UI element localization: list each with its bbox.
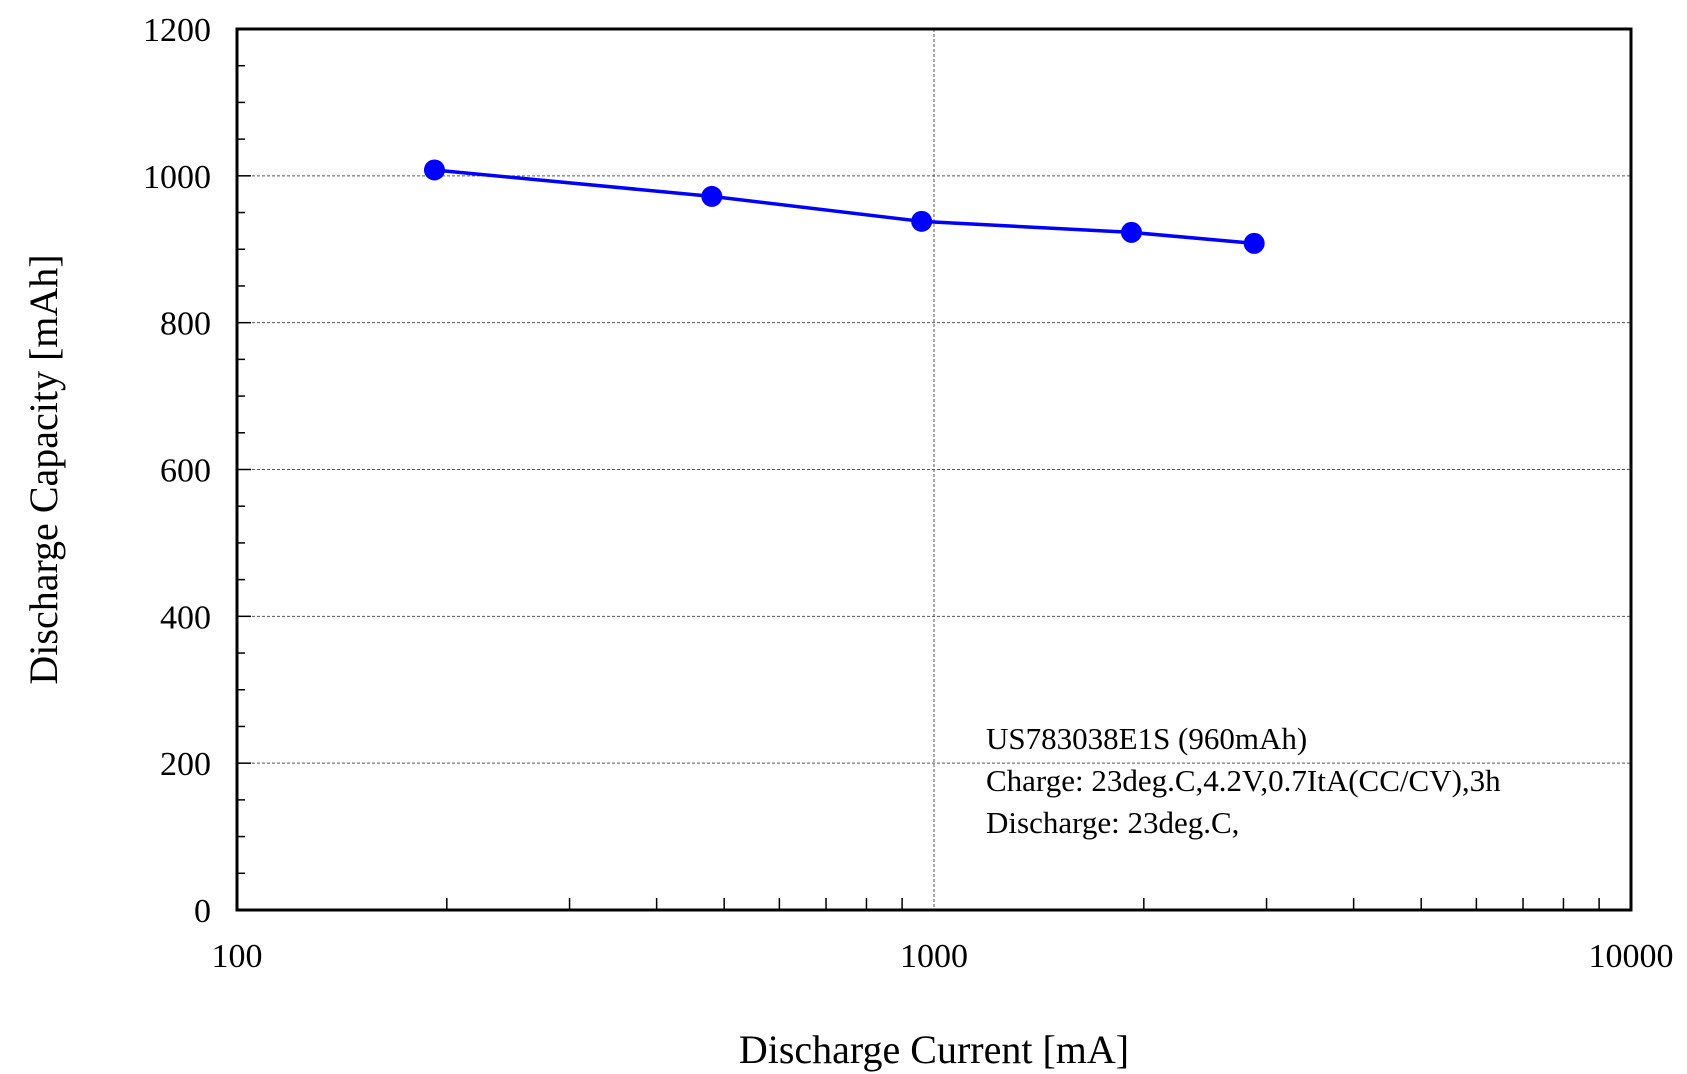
annotation-block: US783038E1S (960mAh) Charge: 23deg.C,4.2… bbox=[986, 721, 1501, 840]
x-tick-labels: 100 1000 10000 bbox=[212, 938, 1674, 975]
data-point bbox=[701, 185, 723, 207]
y-tick-label: 400 bbox=[160, 599, 211, 636]
data-point bbox=[1243, 232, 1265, 254]
x-tick-label: 10000 bbox=[1589, 938, 1674, 975]
gridlines bbox=[237, 29, 1631, 910]
y-tick-label: 200 bbox=[160, 746, 211, 783]
data-point bbox=[423, 159, 445, 181]
annotation-discharge: Discharge: 23deg.C, bbox=[986, 805, 1239, 840]
y-tick-label: 1000 bbox=[143, 159, 211, 196]
data-point bbox=[1120, 221, 1142, 243]
annotation-model: US783038E1S (960mAh) bbox=[986, 721, 1307, 756]
y-tick-labels: 0 200 400 600 800 1000 1200 bbox=[143, 12, 211, 930]
y-tick-label: 1200 bbox=[143, 12, 211, 49]
annotation-charge: Charge: 23deg.C,4.2V,0.7ItA(CC/CV),3h bbox=[986, 763, 1501, 798]
x-tick-label: 100 bbox=[212, 938, 263, 975]
series-layer bbox=[423, 159, 1265, 254]
x-tick-label: 1000 bbox=[900, 938, 968, 975]
y-tick-label: 600 bbox=[160, 453, 211, 490]
x-axis-title: Discharge Current [mA] bbox=[739, 1027, 1129, 1072]
y-axis-title: Discharge Capacity [mAh] bbox=[21, 254, 66, 684]
y-tick-label: 800 bbox=[160, 306, 211, 343]
plot-frame bbox=[235, 27, 1633, 912]
data-point bbox=[911, 210, 933, 232]
y-tick-label: 0 bbox=[194, 893, 211, 930]
